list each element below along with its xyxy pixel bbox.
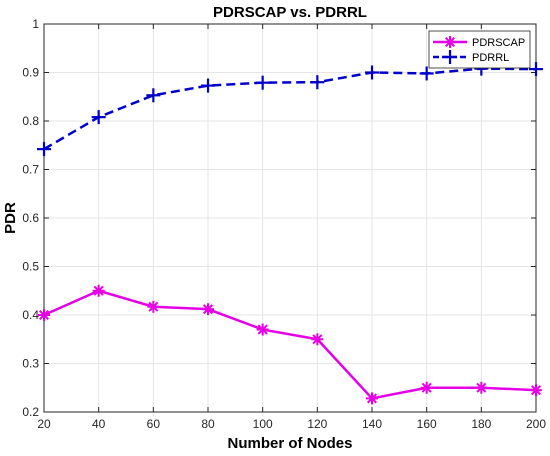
- legend-item-pdrscap: PDRSCAP: [433, 36, 525, 49]
- y-tick-label: 0.5: [22, 260, 39, 274]
- legend-label: PDRSCAP: [472, 37, 525, 49]
- data-point-pdrscap: [311, 333, 324, 346]
- x-tick-label: 60: [147, 417, 161, 431]
- series-line-pdrrl: [43, 67, 537, 151]
- data-point-pdrscap: [38, 309, 50, 321]
- y-tick-label: 0.4: [22, 308, 39, 322]
- series-layer: [37, 61, 543, 405]
- data-point-pdrscap: [420, 381, 433, 394]
- data-point-pdrrl: [201, 78, 215, 93]
- legend: PDRSCAP PDRRL: [428, 30, 531, 69]
- data-point-pdrrl: [419, 66, 434, 81]
- data-point-pdrrl: [255, 75, 270, 90]
- y-tick-label: 0.7: [22, 163, 39, 177]
- series-pdrscap: [38, 284, 542, 405]
- data-point-pdrscap: [475, 381, 488, 394]
- x-tick-label: 200: [526, 417, 546, 431]
- data-point-pdrrl: [146, 88, 161, 103]
- x-tick-label: 80: [201, 417, 215, 431]
- x-tick-label: 140: [362, 417, 382, 431]
- legend-box: [428, 30, 531, 69]
- x-tick-label: 20: [37, 417, 51, 431]
- legend-label: PDRRL: [472, 52, 509, 64]
- legend-item-pdrrl: PDRRL: [433, 50, 509, 64]
- chart-title: PDRSCAP vs. PDRRL: [213, 4, 367, 21]
- y-tick-label: 0.9: [22, 66, 39, 80]
- x-axis-ticks: 20 40 60 80 100 120 140 160 180 200: [37, 24, 546, 431]
- series-line-pdrscap: [43, 289, 537, 400]
- y-tick-label: 1: [32, 17, 39, 31]
- x-tick-label: 160: [417, 417, 437, 431]
- x-tick-label: 180: [471, 417, 491, 431]
- data-point-pdrscap: [256, 323, 269, 336]
- y-tick-label: 0.8: [22, 114, 39, 128]
- y-axis-label: PDR: [2, 202, 19, 234]
- x-tick-label: 120: [307, 417, 327, 431]
- data-point-pdrscap: [366, 392, 378, 405]
- x-axis-label: Number of Nodes: [227, 435, 352, 452]
- y-tick-label: 0.2: [22, 405, 39, 419]
- data-point-pdrrl: [91, 110, 106, 125]
- y-tick-label: 0.3: [22, 357, 39, 371]
- data-point-pdrrl: [529, 62, 543, 77]
- legend-marker: [444, 36, 456, 48]
- data-point-pdrscap: [147, 300, 160, 313]
- data-point-pdrscap: [92, 284, 105, 297]
- data-point-pdrrl: [37, 142, 51, 157]
- data-point-pdrrl: [310, 75, 325, 90]
- data-point-pdrrl: [365, 65, 379, 80]
- series-pdrrl: [37, 61, 543, 157]
- data-point-pdrscap: [530, 384, 542, 397]
- legend-marker: [443, 50, 457, 64]
- x-tick-label: 100: [253, 417, 273, 431]
- x-tick-label: 40: [92, 417, 106, 431]
- y-axis-ticks: 0.2 0.3 0.4 0.5 0.6 0.7 0.8 0.9 1: [22, 17, 536, 419]
- y-tick-label: 0.6: [22, 211, 39, 225]
- data-point-pdrscap: [202, 303, 214, 316]
